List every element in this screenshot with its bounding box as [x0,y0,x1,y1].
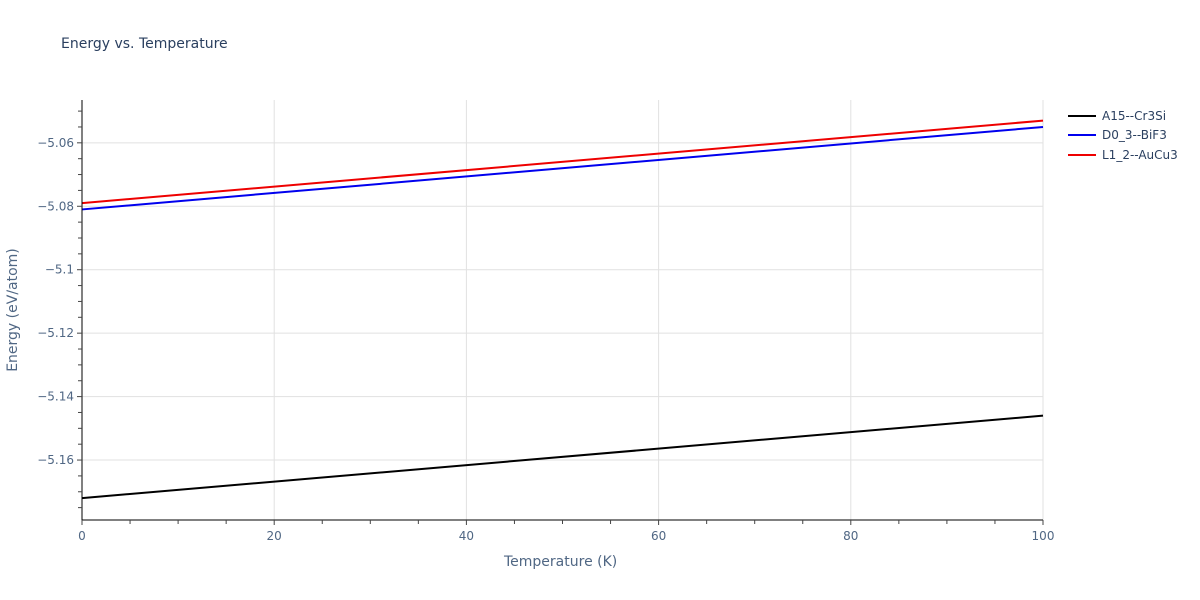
x-tick-label: 40 [459,529,474,543]
legend-label: L1_2--AuCu3 [1102,147,1178,162]
x-tick-label: 80 [843,529,858,543]
legend-line-icon [1068,134,1096,137]
y-tick-label: −5.14 [37,390,74,404]
series-line [81,119,1044,205]
x-tick-label: 60 [651,529,666,543]
x-tick-label: 100 [1032,529,1055,543]
y-axis-title: Energy (eV/atom) [5,248,21,372]
legend-line-icon [1068,153,1096,156]
y-tick-label: −5.1 [45,263,74,277]
x-tick-label: 20 [267,529,282,543]
axes: 0 20 40 60 80 100 −5.16 −5.14 −5.12 −5.1 −5.08 −5.0… [37,100,1054,543]
y-tick-label: −5.16 [37,453,74,467]
series-line [81,125,1044,211]
x-tick-label: 0 [78,529,86,543]
chart-title: Energy vs. Temperature [61,36,228,52]
legend-line-icon [1068,114,1096,117]
legend-item-a15-cr3si[interactable]: A15--Cr3Si [1068,106,1178,126]
grid-lines [82,100,1044,520]
legend-label: A15--Cr3Si [1102,108,1167,123]
legend: A15--Cr3Si D0_3--BiF3 L1_2--AuCu3 [1068,106,1178,165]
series-line [81,414,1044,500]
y-tick-label: −5.08 [37,199,74,213]
legend-item-l1-2-aucu3[interactable]: L1_2--AuCu3 [1068,145,1178,165]
x-axis-title: Temperature (K) [504,554,618,570]
y-tick-label: −5.06 [37,136,74,150]
legend-item-d0-3-bif3[interactable]: D0_3--BiF3 [1068,126,1178,146]
y-tick-label: −5.12 [37,326,74,340]
legend-label: D0_3--BiF3 [1102,128,1167,143]
series-lines [81,119,1044,500]
